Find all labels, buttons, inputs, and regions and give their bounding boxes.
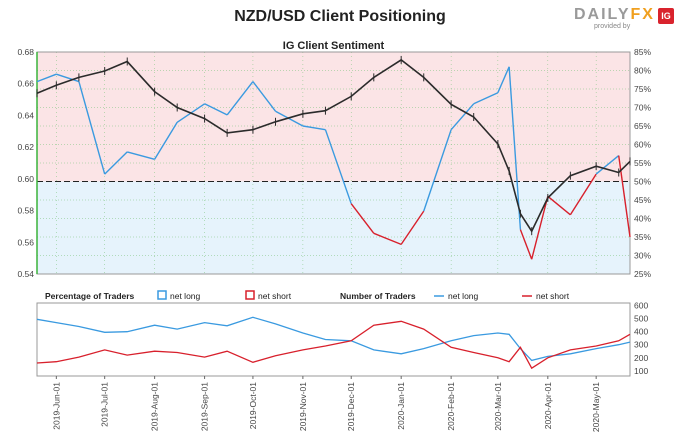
y-bottom-tick: 200 xyxy=(634,353,648,363)
sentiment-segment xyxy=(302,125,326,131)
sentiment-segment xyxy=(400,210,425,245)
traders-net-long-line xyxy=(36,316,631,362)
sentiment-segment xyxy=(204,103,228,116)
x-tick-label: 2020-Mar-01 xyxy=(493,382,503,431)
y-right-tick: 80% xyxy=(634,66,651,76)
y-right-tick: 45% xyxy=(634,195,651,205)
y-left-tick: 0.60 xyxy=(17,174,34,184)
brand-wordmark-fx: FX xyxy=(630,6,655,23)
sentiment-segment xyxy=(423,129,452,212)
legend-swatch-pct-short xyxy=(245,290,255,300)
x-tick-label: 2020-May-01 xyxy=(591,382,601,432)
x-tick-label: 2019-Aug-01 xyxy=(150,382,160,431)
net-short-zone xyxy=(37,52,630,182)
y-left-tick: 0.66 xyxy=(17,79,34,89)
y-bottom-tick: 300 xyxy=(634,340,648,350)
y-left-tick: 0.62 xyxy=(17,142,34,152)
sentiment-segment xyxy=(104,151,128,175)
brand-wordmark: DAILYFX xyxy=(574,6,655,24)
sentiment-segment xyxy=(127,151,155,160)
dailyfx-logo: DAILYFX provided by IG xyxy=(574,6,678,32)
y-right-tick: 25% xyxy=(634,269,651,279)
y-right-tick: 55% xyxy=(634,158,651,168)
sentiment-segment xyxy=(450,103,475,131)
sentiment-segment xyxy=(252,81,277,112)
sentiment-segment xyxy=(78,81,106,175)
y-left-tick: 0.68 xyxy=(17,47,34,57)
x-tick-label: 2019-Jul-01 xyxy=(100,382,110,427)
y-left-tick: 0.54 xyxy=(17,269,34,279)
x-tick-label: 2019-Sep-01 xyxy=(200,382,210,431)
price-line xyxy=(36,58,631,233)
x-tick-label: 2019-Oct-01 xyxy=(248,382,258,430)
sentiment-segment xyxy=(473,92,499,105)
sentiment-segment xyxy=(618,155,631,238)
y-right-tick: 50% xyxy=(634,177,651,187)
traders-net-short-line xyxy=(36,320,631,370)
sentiment-segment xyxy=(36,73,57,83)
x-tick-label: 2019-Dec-01 xyxy=(346,382,356,431)
y-right-tick: 65% xyxy=(634,121,651,131)
legend-group-percentage: Percentage of Traders xyxy=(45,291,135,301)
sentiment-segment xyxy=(531,196,549,260)
y-bottom-tick: 100 xyxy=(634,366,648,376)
legend-pct-short: net short xyxy=(258,291,292,301)
legend-swatch-pct-long xyxy=(157,290,167,300)
ig-badge-icon: IG xyxy=(658,8,674,24)
y-left-tick: 0.56 xyxy=(17,237,34,247)
sentiment-segment xyxy=(324,129,352,204)
x-tick-label: 2020-Apr-01 xyxy=(543,382,553,430)
net-long-zone xyxy=(37,181,630,274)
brand-byline: provided by xyxy=(594,23,631,30)
y-left-tick: 0.58 xyxy=(17,206,34,216)
y-right-tick: 60% xyxy=(634,140,651,150)
y-bottom-tick: 600 xyxy=(634,301,648,311)
y-right-tick: 40% xyxy=(634,214,651,224)
sentiment-segment xyxy=(226,81,254,116)
y-right-tick: 35% xyxy=(634,232,651,242)
legend-pct-long: net long xyxy=(170,291,201,301)
sentiment-segment xyxy=(373,232,402,246)
x-tick-label: 2020-Feb-01 xyxy=(446,382,456,431)
brand-wordmark-main: DAILY xyxy=(574,6,631,23)
x-tick-label: 2019-Jun-01 xyxy=(51,382,61,430)
y-right-tick: 75% xyxy=(634,84,651,94)
y-left-tick: 0.64 xyxy=(17,110,34,120)
legend-group-number: Number of Traders xyxy=(340,291,416,301)
sentiment-segment xyxy=(519,229,533,260)
sentiment-segment xyxy=(350,203,375,234)
y-right-tick: 30% xyxy=(634,251,651,261)
y-bottom-tick: 400 xyxy=(634,327,648,337)
y-bottom-tick: 500 xyxy=(634,314,648,324)
chart-title: NZD/USD Client Positioning xyxy=(234,8,446,25)
chart-subtitle: IG Client Sentiment xyxy=(283,40,385,52)
sentiment-segment xyxy=(547,195,571,216)
x-tick-label: 2019-Nov-01 xyxy=(298,382,308,431)
sentiment-segment xyxy=(154,121,178,160)
x-tick-label: 2020-Jan-01 xyxy=(396,382,406,430)
y-right-tick: 85% xyxy=(634,47,651,57)
sentiment-segment xyxy=(497,66,510,93)
sentiment-segment xyxy=(595,155,620,175)
legend-num-long: net long xyxy=(448,291,479,301)
sentiment-segment xyxy=(56,73,80,83)
sentiment-segment xyxy=(508,66,522,230)
sentiment-segment xyxy=(569,173,597,216)
legend-num-short: net short xyxy=(536,291,570,301)
y-right-tick: 70% xyxy=(634,103,651,113)
